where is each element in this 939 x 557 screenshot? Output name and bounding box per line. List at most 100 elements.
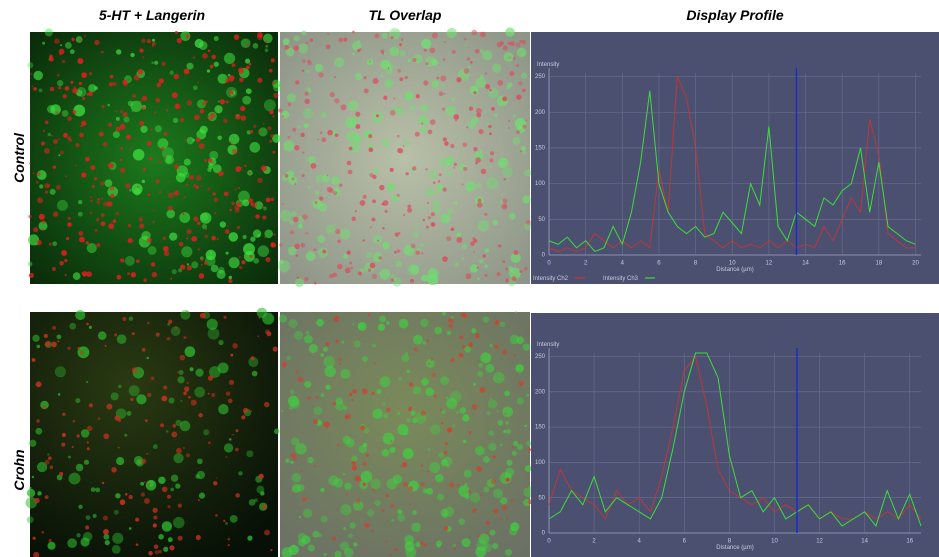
- texture: [387, 158, 389, 160]
- texture: [488, 443, 496, 451]
- texture: [33, 87, 37, 91]
- texture: [158, 550, 162, 554]
- texture: [372, 199, 376, 203]
- texture: [243, 235, 247, 239]
- texture: [193, 216, 198, 221]
- texture: [103, 515, 108, 520]
- texture: [72, 88, 78, 94]
- texture: [120, 499, 126, 505]
- texture: [223, 119, 227, 123]
- texture: [211, 113, 216, 118]
- texture: [295, 278, 304, 287]
- texture: [502, 167, 512, 177]
- texture: [199, 143, 205, 149]
- texture: [321, 516, 328, 523]
- texture: [386, 494, 389, 497]
- texture: [403, 482, 408, 487]
- texture: [516, 64, 519, 67]
- texture: [230, 354, 233, 357]
- texture: [413, 386, 421, 394]
- texture: [111, 392, 119, 400]
- texture: [283, 38, 290, 45]
- texture: [373, 489, 376, 492]
- texture: [199, 273, 205, 279]
- texture: [312, 531, 319, 538]
- texture: [134, 75, 140, 81]
- texture: [129, 385, 140, 396]
- texture: [160, 423, 164, 427]
- texture: [424, 49, 427, 52]
- texture: [311, 201, 314, 204]
- texture: [397, 412, 400, 415]
- texture: [311, 163, 317, 169]
- texture: [264, 99, 276, 111]
- texture: [502, 260, 505, 263]
- texture: [123, 112, 128, 117]
- texture: [52, 326, 56, 330]
- texture: [208, 375, 213, 380]
- texture: [257, 178, 262, 183]
- texture: [217, 238, 219, 240]
- texture: [480, 494, 482, 496]
- texture: [441, 410, 445, 414]
- texture: [509, 71, 514, 76]
- texture: [87, 243, 97, 253]
- texture: [229, 276, 233, 280]
- texture: [490, 151, 494, 155]
- texture: [392, 447, 395, 450]
- x-tick-label: 14: [861, 539, 868, 545]
- texture: [155, 98, 159, 102]
- texture: [516, 43, 521, 48]
- texture: [86, 381, 88, 383]
- texture: [420, 482, 424, 486]
- texture: [151, 377, 155, 381]
- texture: [168, 181, 170, 183]
- texture: [316, 175, 325, 184]
- texture: [82, 97, 85, 100]
- texture: [149, 157, 153, 161]
- legend-label: Intensity Ch3: [603, 276, 639, 282]
- texture: [363, 462, 367, 466]
- texture: [132, 367, 138, 373]
- texture: [333, 272, 338, 277]
- texture: [70, 49, 75, 54]
- texture: [184, 386, 189, 391]
- texture: [124, 117, 130, 123]
- texture: [353, 542, 357, 546]
- texture: [483, 316, 489, 322]
- texture: [195, 369, 203, 377]
- texture: [313, 419, 318, 424]
- texture: [303, 509, 312, 518]
- texture: [485, 532, 487, 534]
- texture: [470, 61, 473, 64]
- texture: [57, 74, 60, 77]
- texture: [180, 310, 190, 320]
- texture: [229, 90, 233, 94]
- texture: [521, 73, 527, 79]
- texture: [151, 61, 154, 64]
- texture: [106, 404, 112, 410]
- texture: [181, 246, 192, 257]
- texture: [426, 188, 433, 195]
- texture: [265, 45, 268, 48]
- texture: [33, 537, 36, 540]
- texture: [444, 93, 446, 95]
- texture: [436, 77, 439, 80]
- texture: [370, 263, 376, 269]
- texture: [116, 212, 120, 216]
- texture: [295, 443, 307, 455]
- texture: [139, 223, 144, 228]
- texture: [174, 74, 179, 79]
- texture: [490, 530, 496, 536]
- texture: [304, 123, 309, 128]
- texture: [36, 419, 40, 423]
- texture: [65, 42, 72, 49]
- texture: [297, 376, 303, 382]
- texture: [463, 167, 467, 171]
- texture: [241, 415, 245, 419]
- texture: [456, 237, 462, 243]
- texture: [462, 538, 471, 547]
- texture: [513, 115, 516, 118]
- texture: [101, 213, 105, 217]
- texture: [143, 56, 145, 58]
